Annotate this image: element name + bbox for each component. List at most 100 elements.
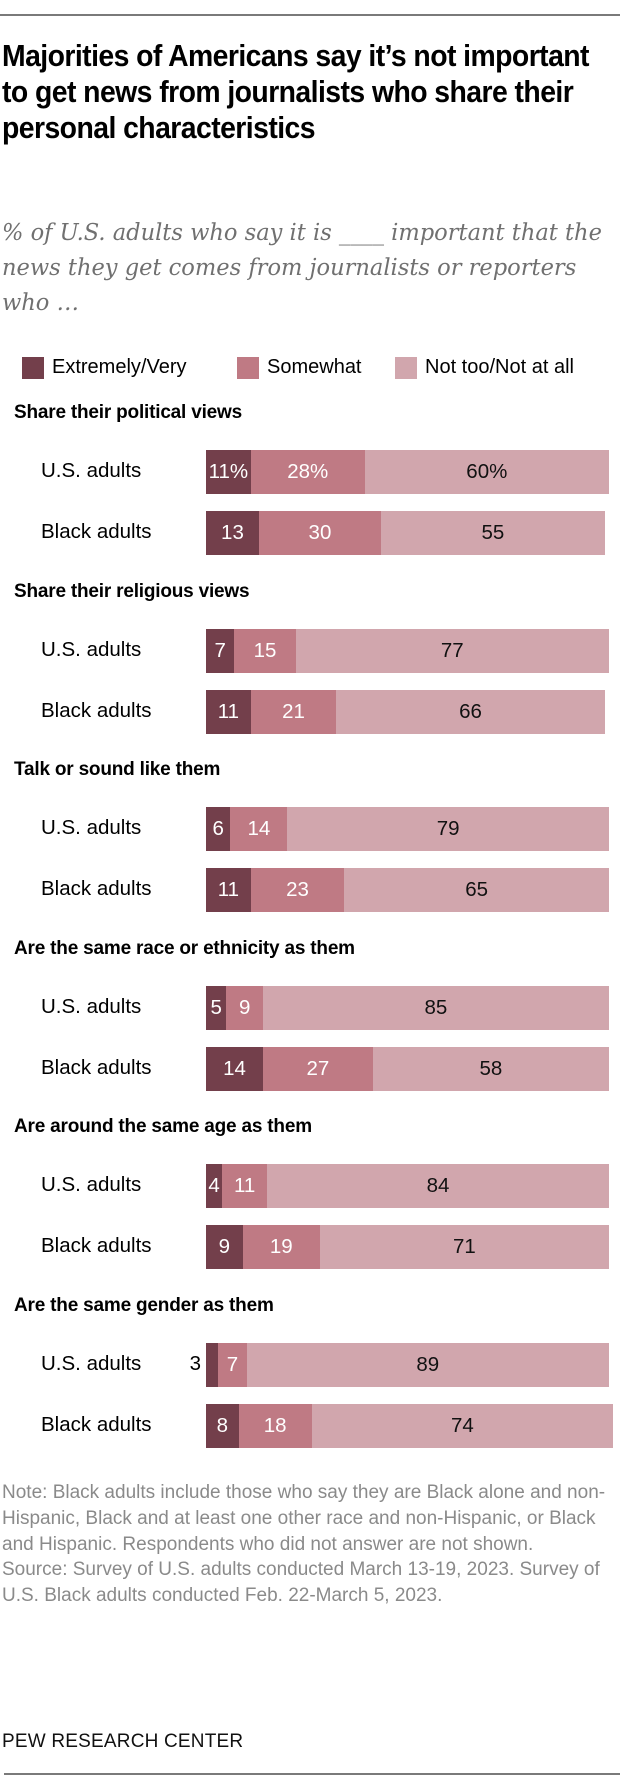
bar-segment-not-too-not-at-all: 77 bbox=[295, 629, 609, 673]
top-rule bbox=[0, 14, 620, 16]
row-label-black-adults: Black adults bbox=[41, 1234, 152, 1257]
bar-segment-somewhat: 28% bbox=[250, 450, 365, 494]
data-label: 79 bbox=[436, 817, 460, 840]
bar-are-the-same-gender-as-them-u-s-adults: 3 7 89 bbox=[190, 1343, 609, 1387]
legend-swatch-somewhat bbox=[237, 356, 259, 379]
bar-segment-somewhat: 7 bbox=[218, 1343, 247, 1387]
bar-segment-extremely-very: 5 bbox=[206, 986, 227, 1030]
data-label: 7 bbox=[214, 639, 226, 662]
data-label: 30 bbox=[308, 521, 332, 544]
bar-segment-somewhat: 19 bbox=[242, 1225, 320, 1269]
data-label: 65 bbox=[465, 878, 489, 901]
bar-segment-somewhat: 21 bbox=[250, 690, 337, 734]
pew-research-center-logo: PEW RESEARCH CENTER bbox=[2, 1731, 244, 1752]
bar-are-around-the-same-age-as-them-u-s-adults: 4 11 84 bbox=[206, 1164, 609, 1208]
bar-are-around-the-same-age-as-them-black-adults: 9 19 71 bbox=[206, 1225, 609, 1269]
bar-segment-somewhat: 14 bbox=[230, 807, 288, 851]
chart-title: Majorities of Americans say it’s not imp… bbox=[2, 39, 590, 145]
bar-are-the-same-gender-as-them-black-adults: 8 18 74 bbox=[206, 1404, 613, 1448]
bar-segment-somewhat: 27 bbox=[262, 1047, 373, 1091]
bar-segment-not-too-not-at-all: 58 bbox=[372, 1047, 609, 1091]
row-label-black-adults: Black adults bbox=[41, 520, 152, 543]
bottom-rule bbox=[4, 1773, 620, 1775]
bar-segment-extremely-very: 13 bbox=[206, 511, 259, 555]
data-label: 3 bbox=[189, 1352, 201, 1375]
bar-segment-somewhat: 9 bbox=[226, 986, 263, 1030]
bar-segment-somewhat: 23 bbox=[250, 868, 345, 912]
section-title-talk-or-sound-like-them: Talk or sound like them bbox=[14, 759, 221, 780]
bar-segment-not-too-not-at-all: 66 bbox=[336, 690, 605, 734]
legend-swatch-not-too bbox=[395, 356, 417, 379]
bar-segment-somewhat: 15 bbox=[234, 629, 296, 673]
data-label: 66 bbox=[459, 700, 482, 723]
bar-segment-extremely-very: 11 bbox=[206, 868, 251, 912]
row-label-u-s-adults: U.S. adults bbox=[41, 459, 142, 482]
row-label-u-s-adults: U.S. adults bbox=[41, 995, 142, 1018]
chart-subtitle: % of U.S. adults who say it is ____ impo… bbox=[2, 220, 602, 316]
bar-segment-extremely-very: 11% bbox=[206, 450, 251, 494]
bar-segment-not-too-not-at-all: 71 bbox=[319, 1225, 609, 1269]
data-label: 27 bbox=[306, 1057, 330, 1080]
row-label-u-s-adults: U.S. adults bbox=[41, 1173, 142, 1196]
section-title-share-their-religious-views: Share their religious views bbox=[14, 581, 250, 602]
bar-segment-extremely-very: 11 bbox=[206, 690, 251, 734]
data-label: 13 bbox=[221, 521, 244, 544]
data-label: 11% bbox=[208, 460, 249, 483]
row-label-u-s-adults: U.S. adults bbox=[41, 1352, 142, 1375]
data-label: 55 bbox=[481, 521, 505, 544]
bar-segment-extremely-very: 3 bbox=[190, 1343, 219, 1387]
section-title-are-the-same-gender-as-them: Are the same gender as them bbox=[14, 1295, 274, 1316]
legend-item-not-too-not-at-all: Not too/Not at all bbox=[395, 356, 574, 379]
data-label: 60% bbox=[466, 460, 508, 483]
section-title-are-around-the-same-age-as-them: Are around the same age as them bbox=[14, 1116, 312, 1137]
row-label-black-adults: Black adults bbox=[41, 699, 152, 722]
section-title-are-the-same-race-or-ethnicity-as-them: Are the same race or ethnicity as them bbox=[14, 938, 355, 959]
bar-segment-not-too-not-at-all: 74 bbox=[311, 1404, 613, 1448]
data-label: 9 bbox=[218, 1235, 231, 1258]
bar-segment-not-too-not-at-all: 79 bbox=[287, 807, 609, 851]
data-label: 23 bbox=[286, 878, 309, 901]
bar-segment-extremely-very: 4 bbox=[206, 1164, 223, 1208]
data-label: 11 bbox=[217, 700, 240, 723]
bar-are-the-same-race-or-ethnicity-as-them-black-adults: 14 27 58 bbox=[206, 1047, 609, 1091]
data-label: 7 bbox=[226, 1353, 239, 1376]
source-text: Source: Survey of U.S. adults conducted … bbox=[2, 1559, 600, 1607]
bar-segment-not-too-not-at-all: 60% bbox=[364, 450, 609, 494]
data-label: 89 bbox=[416, 1353, 440, 1376]
data-label: 14 bbox=[247, 817, 271, 840]
bar-share-their-political-views-black-adults: 13 30 55 bbox=[206, 511, 605, 555]
data-label: 5 bbox=[210, 996, 222, 1019]
data-label: 15 bbox=[253, 639, 277, 662]
legend-label: Somewhat bbox=[267, 356, 362, 378]
bar-segment-extremely-very: 14 bbox=[206, 1047, 263, 1091]
bar-segment-not-too-not-at-all: 55 bbox=[381, 511, 605, 555]
data-label: 8 bbox=[216, 1414, 228, 1437]
row-label-black-adults: Black adults bbox=[41, 1056, 152, 1079]
data-label: 18 bbox=[263, 1414, 287, 1437]
bar-segment-somewhat: 11 bbox=[222, 1164, 268, 1208]
data-label: 85 bbox=[424, 996, 448, 1019]
data-label: 77 bbox=[440, 639, 464, 662]
data-label: 9 bbox=[238, 996, 251, 1019]
bar-talk-or-sound-like-them-u-s-adults: 6 14 79 bbox=[206, 807, 609, 851]
bar-share-their-religious-views-u-s-adults: 7 15 77 bbox=[206, 629, 609, 673]
data-label: 19 bbox=[269, 1235, 293, 1258]
legend-item-extremely-very: Extremely/Very bbox=[22, 356, 186, 379]
data-label: 6 bbox=[212, 817, 224, 840]
row-label-black-adults: Black adults bbox=[41, 1413, 152, 1436]
legend-label: Not too/Not at all bbox=[425, 356, 574, 378]
data-label: 84 bbox=[426, 1174, 450, 1197]
bar-segment-extremely-very: 8 bbox=[206, 1404, 239, 1448]
data-label: 11 bbox=[217, 878, 240, 901]
bar-share-their-political-views-u-s-adults: 11% 28% 60% bbox=[206, 450, 609, 494]
data-label: 11 bbox=[234, 1174, 256, 1197]
data-label: 21 bbox=[282, 700, 305, 723]
data-label: 14 bbox=[223, 1057, 246, 1080]
bar-segment-extremely-very: 9 bbox=[206, 1225, 243, 1269]
legend-item-somewhat: Somewhat bbox=[237, 356, 362, 379]
row-label-u-s-adults: U.S. adults bbox=[41, 816, 142, 839]
bar-are-the-same-race-or-ethnicity-as-them-u-s-adults: 5 9 85 bbox=[206, 986, 609, 1030]
bar-segment-not-too-not-at-all: 65 bbox=[344, 868, 609, 912]
notes: Note: Black adults include those who say… bbox=[2, 1480, 618, 1609]
data-label: 74 bbox=[450, 1414, 474, 1437]
